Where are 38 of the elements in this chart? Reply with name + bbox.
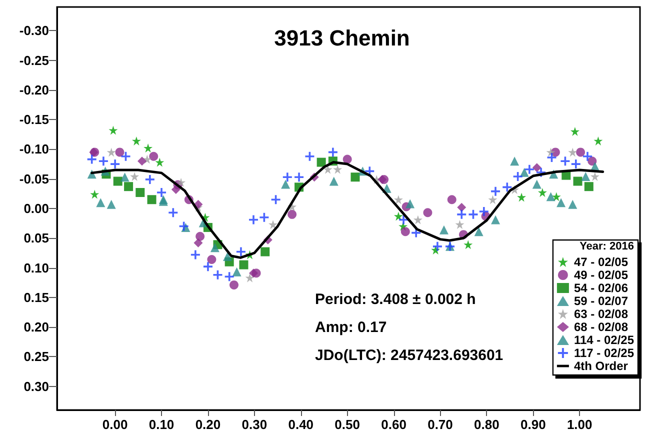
x-tick-label: 0.30 [242, 417, 268, 432]
y-tick-label: -0.20 [19, 82, 49, 98]
x-tick-label: 0.90 [520, 417, 546, 432]
legend-label: 114 - 02/25 [574, 333, 634, 347]
text: 3913 Chemin [274, 26, 410, 50]
legend-title: Year: 2016 [580, 240, 634, 252]
legend-label: 47 - 02/05 [574, 255, 628, 269]
legend-label: 59 - 02/07 [574, 294, 628, 308]
x-tick-label: 0.50 [334, 417, 360, 432]
y-tick-label: 0.25 [24, 349, 49, 364]
x-tick-label: 0.60 [381, 417, 406, 432]
x-tick-label: 0.80 [474, 417, 500, 432]
x-tick-label: 0.40 [288, 417, 314, 432]
y-tick-label: 0.30 [24, 378, 49, 394]
y-tick-label: 0.20 [24, 320, 49, 335]
y-tick-label: -0.05 [19, 171, 49, 186]
legend-label: 68 - 02/08 [574, 320, 628, 334]
y-tick-label: -0.10 [19, 142, 49, 157]
x-tick-label: 0.10 [148, 417, 174, 432]
y-tick-label: 0.05 [24, 230, 49, 246]
x-tick-label: 0.70 [428, 417, 453, 432]
annotation: Period: 3.408 ± 0.002 h [315, 291, 476, 308]
y-tick-label: 0.10 [24, 260, 49, 276]
annotation: Amp: 0.17 [315, 319, 387, 336]
legend-label: 117 - 02/25 [574, 346, 634, 360]
legend-label: 4th Order [574, 359, 628, 373]
x-tick-label: 0.20 [195, 417, 221, 432]
annotation: JDo(LTC): 2457423.693601 [315, 347, 504, 364]
y-tick-label: 0.15 [24, 290, 49, 305]
legend-label: 63 - 02/08 [574, 307, 628, 321]
y-tick-label: -0.15 [19, 112, 49, 128]
legend-label: 54 - 02/06 [574, 281, 628, 295]
x-tick-label: 0.00 [102, 417, 128, 432]
y-tick-label: -0.30 [19, 23, 49, 38]
y-tick-label: -0.25 [19, 52, 49, 68]
y-tick-label: 0.00 [24, 201, 49, 216]
x-tick-label: 1.00 [566, 417, 592, 432]
legend-label: 49 - 02/05 [574, 268, 628, 282]
